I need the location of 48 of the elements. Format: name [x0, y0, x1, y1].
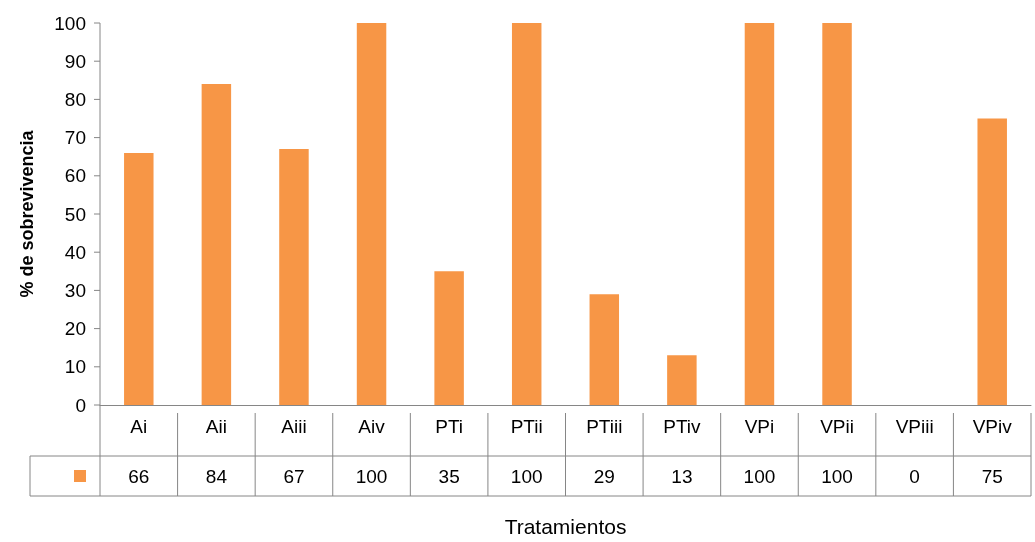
bar: [511, 23, 542, 405]
x-tick-label: PTi: [435, 416, 464, 437]
bar: [589, 294, 620, 405]
y-tick-label: 100: [54, 12, 86, 34]
y-tick-label: 40: [64, 241, 86, 263]
data-label: 13: [671, 465, 693, 487]
y-tick-label: 70: [64, 127, 86, 149]
bar: [744, 23, 775, 405]
x-tick-label: Aiii: [281, 416, 307, 437]
data-label: 67: [283, 465, 305, 487]
data-label: 100: [743, 465, 776, 487]
x-tick-label: PTii: [510, 416, 543, 437]
bar: [124, 152, 154, 405]
bar: [667, 355, 697, 405]
data-label: 100: [510, 465, 543, 487]
y-tick-label: 90: [64, 50, 86, 72]
x-tick-label: Ai: [130, 416, 148, 437]
data-label: 100: [821, 465, 853, 487]
data-label: 75: [981, 465, 1003, 487]
x-tick-label: VPi: [744, 416, 775, 437]
bar: [356, 23, 387, 405]
y-axis-title: % de sobrevivencia: [17, 129, 37, 298]
y-tick-label: 0: [75, 394, 86, 416]
x-tick-label: VPii: [820, 416, 854, 437]
bar: [279, 149, 309, 405]
bar: [977, 118, 1007, 405]
x-tick-label: VPiv: [972, 416, 1013, 437]
y-tick-label: 50: [64, 203, 86, 225]
bar: [822, 23, 852, 405]
data-label: 84: [205, 465, 228, 487]
x-tick-label: PTiv: [663, 416, 702, 437]
x-tick-label: VPiii: [895, 416, 934, 437]
x-tick-label: Aii: [205, 416, 227, 437]
y-tick-label: 30: [64, 279, 86, 301]
bar: [434, 271, 464, 405]
y-tick-label: 80: [64, 88, 86, 110]
data-label: 0: [909, 465, 920, 487]
data-label: 66: [128, 465, 150, 487]
data-label: 29: [593, 465, 615, 487]
data-label: 35: [438, 465, 460, 487]
x-tick-label: Aiv: [358, 416, 386, 437]
x-axis-title: Tratamientos: [504, 515, 627, 538]
y-tick-label: 20: [64, 318, 86, 340]
y-tick-label: 60: [64, 165, 86, 187]
data-label: 100: [355, 465, 388, 487]
x-tick-label: PTiii: [586, 416, 623, 437]
bar: [201, 84, 232, 405]
y-tick-label: 10: [64, 356, 86, 378]
